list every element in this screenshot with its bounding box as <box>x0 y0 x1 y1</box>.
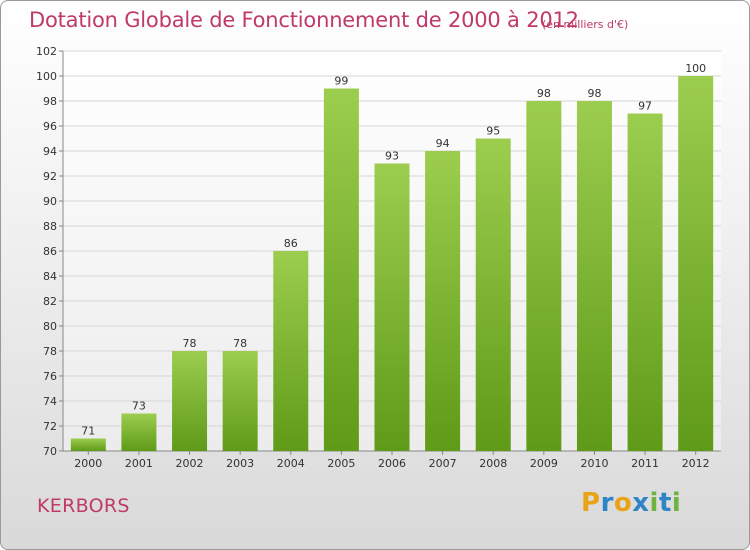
x-tick-label: 2001 <box>125 457 153 470</box>
logo-letter: o <box>613 488 633 518</box>
bar <box>222 351 258 451</box>
data-label: 100 <box>685 62 706 75</box>
data-label: 78 <box>233 337 247 350</box>
commune-name: KERBORS <box>37 495 130 517</box>
bar <box>323 88 359 451</box>
logo-letter: x <box>632 488 650 518</box>
y-tick-label: 76 <box>43 370 57 383</box>
bar <box>627 113 663 451</box>
chart-title: Dotation Globale de Fonctionnement de 20… <box>29 8 579 32</box>
bar <box>526 101 562 451</box>
x-tick-label: 2004 <box>277 457 305 470</box>
x-tick-label: 2006 <box>378 457 406 470</box>
bar <box>121 413 157 451</box>
y-tick-label: 94 <box>43 145 57 158</box>
y-tick-label: 88 <box>43 220 57 233</box>
bar <box>576 101 612 451</box>
y-tick-label: 102 <box>36 45 57 58</box>
logo-letter: t <box>658 488 672 518</box>
x-tick-label: 2009 <box>530 457 558 470</box>
y-tick-label: 100 <box>36 70 57 83</box>
data-label: 98 <box>537 87 551 100</box>
x-tick-label: 2008 <box>479 457 507 470</box>
bar <box>273 251 309 451</box>
x-tick-label: 2003 <box>226 457 254 470</box>
chart-unit: (en milliers d'€) <box>542 18 629 31</box>
x-tick-label: 2011 <box>631 457 659 470</box>
data-label: 73 <box>132 400 146 413</box>
x-tick-label: 2002 <box>176 457 204 470</box>
bar <box>678 76 714 451</box>
data-label: 94 <box>436 137 450 150</box>
proxiti-logo: Proxiti <box>581 488 681 518</box>
y-tick-label: 90 <box>43 195 57 208</box>
y-tick-label: 82 <box>43 295 57 308</box>
y-tick-label: 92 <box>43 170 57 183</box>
data-label: 93 <box>385 150 399 163</box>
bar <box>374 163 410 451</box>
data-label: 95 <box>486 125 500 138</box>
data-label: 99 <box>334 75 348 88</box>
bar <box>172 351 208 451</box>
logo-letter: r <box>600 488 614 518</box>
logo-letter: i <box>649 488 659 518</box>
logo-letter: i <box>671 488 682 518</box>
data-label: 78 <box>183 337 197 350</box>
bar <box>70 438 106 451</box>
y-tick-label: 98 <box>43 95 57 108</box>
x-tick-label: 2012 <box>682 457 710 470</box>
x-tick-label: 2000 <box>74 457 102 470</box>
y-tick-label: 74 <box>43 395 57 408</box>
y-tick-label: 80 <box>43 320 57 333</box>
y-tick-label: 72 <box>43 420 57 433</box>
x-tick-label: 2005 <box>327 457 355 470</box>
y-tick-label: 70 <box>43 445 57 458</box>
data-label: 98 <box>587 87 601 100</box>
y-tick-label: 84 <box>43 270 57 283</box>
data-label: 97 <box>638 100 652 113</box>
data-label: 86 <box>284 237 298 250</box>
y-tick-label: 96 <box>43 120 57 133</box>
bar <box>475 138 511 451</box>
x-tick-label: 2010 <box>580 457 608 470</box>
y-tick-label: 86 <box>43 245 57 258</box>
bar <box>425 151 461 451</box>
data-label: 71 <box>81 425 95 438</box>
y-tick-label: 78 <box>43 345 57 358</box>
x-tick-label: 2007 <box>429 457 457 470</box>
logo-letter: P <box>581 488 601 518</box>
